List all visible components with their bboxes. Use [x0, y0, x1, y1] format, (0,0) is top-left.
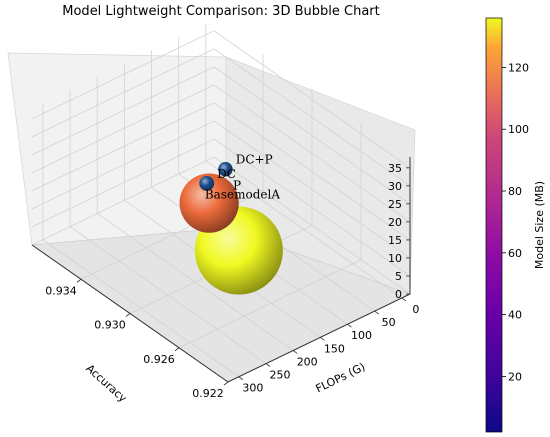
z-tick-label: 30: [388, 180, 402, 193]
colorbar-tick-label: 80: [508, 185, 522, 198]
point-label: DC+P: [236, 153, 273, 167]
colorbar-gradient: [485, 17, 503, 433]
z-tick-label: 25: [388, 198, 402, 211]
x-tick-mark: [401, 297, 407, 302]
grid-line-z-right: [31, 138, 215, 228]
bubble-dc: [199, 175, 215, 191]
x-tick-label: 0: [412, 303, 419, 316]
x-tick-mark: [238, 376, 244, 381]
grid-line-z-right: [31, 156, 215, 246]
bubble-dc-p: [218, 162, 233, 177]
grid-line-y-floor: [178, 259, 362, 349]
point-label: BasemodelA: [205, 188, 280, 202]
x-tick-mark: [292, 350, 298, 354]
z-tick-label: 5: [395, 270, 402, 283]
y-tick-label: 0.934: [45, 284, 77, 297]
grid-line-z-right: [31, 120, 215, 210]
x-axis-line: [227, 293, 411, 383]
colorbar-tick-label: 60: [508, 247, 522, 260]
grid-line-z-right: [31, 66, 215, 156]
y-tick-mark: [76, 278, 82, 283]
x-tick-label: 150: [324, 342, 345, 355]
colorbar-ticks: 20 40 60 80 100 120: [502, 61, 529, 383]
colorbar: 20 40 60 80 100 120 Model Size (MB): [485, 17, 546, 433]
grid-line-z-left: [213, 48, 411, 187]
grid-line-z-left: [213, 30, 411, 169]
y-tick-label: 0.926: [143, 353, 175, 366]
colorbar-label: Model Size (MB): [533, 181, 546, 269]
x-tick-mark: [347, 323, 352, 328]
y-axis-label: Accuracy: [83, 362, 129, 406]
x-tick-label: 300: [242, 382, 263, 395]
colorbar-tick-label: 20: [508, 370, 522, 383]
grid-line-z-right: [31, 102, 215, 192]
x-tick-mark: [265, 363, 271, 367]
colorbar-tick-label: 40: [508, 309, 522, 322]
grid-line-z-left: [213, 156, 411, 295]
grid-line-z-left: [213, 120, 411, 259]
x-tick-label: 100: [351, 329, 372, 342]
chart-title: Model Lightweight Comparison: 3D Bubble …: [62, 4, 379, 19]
z-tick-label: 35: [388, 162, 402, 175]
x-tick-label: 250: [270, 369, 291, 382]
grid-line-z-left: [213, 138, 411, 277]
grid-line-z-right: [31, 48, 215, 138]
x-axis-label: FLOPs (G): [314, 360, 368, 395]
grid-line-z-left: [213, 84, 411, 223]
x-tick-label: 50: [382, 316, 396, 329]
grid-line-z-right: [31, 84, 215, 174]
bubble-p: [179, 173, 239, 233]
x-tick-mark: [374, 310, 379, 315]
z-tick-label: 15: [388, 234, 402, 247]
colorbar-tick-label: 100: [508, 123, 529, 136]
grid-line-z-left: [213, 102, 411, 241]
y-tick-label: 0.922: [192, 387, 224, 400]
x-tick-label: 200: [297, 355, 318, 368]
grid-line-z-left: [213, 66, 411, 205]
z-tick-label: 20: [388, 216, 402, 229]
point-label: DC: [217, 167, 236, 181]
bubbles: [179, 162, 283, 295]
tick-labels: 0 50 100 150 200 250 300 0.922 0.926 0.930 0.934 0 5…: [45, 162, 419, 400]
y-tick-mark: [223, 381, 229, 386]
colorbar-tick-label: 120: [508, 61, 529, 74]
grid-line-z-right: [31, 30, 215, 120]
x-tick-mark: [320, 337, 325, 341]
z-tick-label: 0: [395, 288, 402, 301]
y-tick-mark: [125, 313, 131, 317]
y-tick-label: 0.930: [94, 319, 126, 332]
point-label: P: [233, 179, 241, 193]
y-tick-mark: [174, 347, 180, 352]
z-tick-label: 10: [388, 252, 402, 265]
